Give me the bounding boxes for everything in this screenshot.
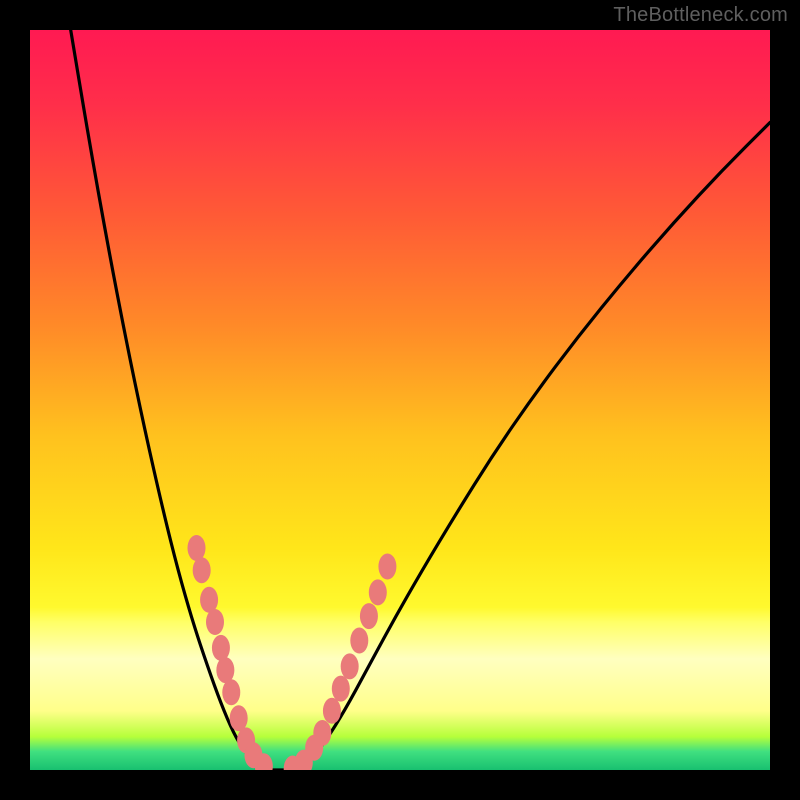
data-marker bbox=[230, 705, 248, 731]
gradient-background bbox=[30, 30, 770, 770]
data-marker bbox=[200, 587, 218, 613]
data-marker bbox=[332, 676, 350, 702]
data-marker bbox=[188, 535, 206, 561]
plot-area bbox=[30, 30, 770, 770]
data-marker bbox=[350, 628, 368, 654]
data-marker bbox=[369, 579, 387, 605]
data-marker bbox=[378, 554, 396, 580]
data-marker bbox=[212, 635, 230, 661]
data-marker bbox=[360, 603, 378, 629]
data-marker bbox=[216, 657, 234, 683]
outer-frame: TheBottleneck.com bbox=[0, 0, 800, 800]
watermark-text: TheBottleneck.com bbox=[613, 4, 788, 27]
plot-svg bbox=[30, 30, 770, 770]
data-marker bbox=[313, 720, 331, 746]
data-marker bbox=[323, 698, 341, 724]
data-marker bbox=[341, 653, 359, 679]
data-marker bbox=[206, 609, 224, 635]
data-marker bbox=[222, 679, 240, 705]
data-marker bbox=[193, 557, 211, 583]
